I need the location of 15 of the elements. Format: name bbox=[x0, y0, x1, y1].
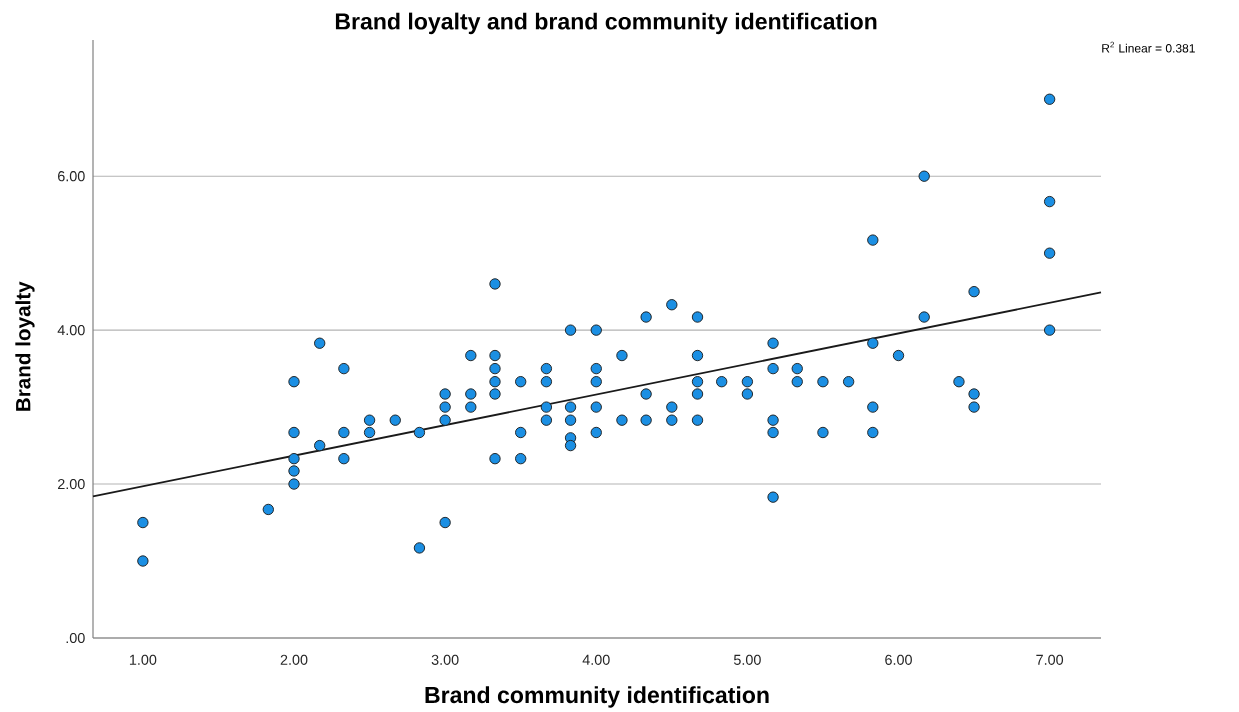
y-tick-label: 4.00 bbox=[57, 325, 85, 336]
x-axis-title: Brand community identification bbox=[425, 686, 769, 708]
y-axis-title: Brand loyalty bbox=[15, 281, 35, 411]
x-tick-label: 6.00 bbox=[885, 654, 912, 665]
x-tick-label: 4.00 bbox=[582, 654, 610, 665]
text: R$^{2}$ Linear = 0.381 bbox=[1102, 41, 1195, 53]
x-tick-label: 7.00 bbox=[1036, 654, 1064, 665]
x-tick-label: 1.00 bbox=[129, 654, 157, 665]
y-tick-label: 6.00 bbox=[58, 171, 85, 182]
y-tick-label: 2.00 bbox=[58, 478, 85, 490]
x-tick-label: 2.00 bbox=[280, 654, 308, 665]
x-tick-label: 3.00 bbox=[431, 654, 459, 665]
x-tick-label: 5.00 bbox=[733, 654, 761, 665]
chart-title: Brand loyalty and brand community identification bbox=[335, 12, 877, 35]
y-tick-label: .00 bbox=[66, 632, 85, 644]
